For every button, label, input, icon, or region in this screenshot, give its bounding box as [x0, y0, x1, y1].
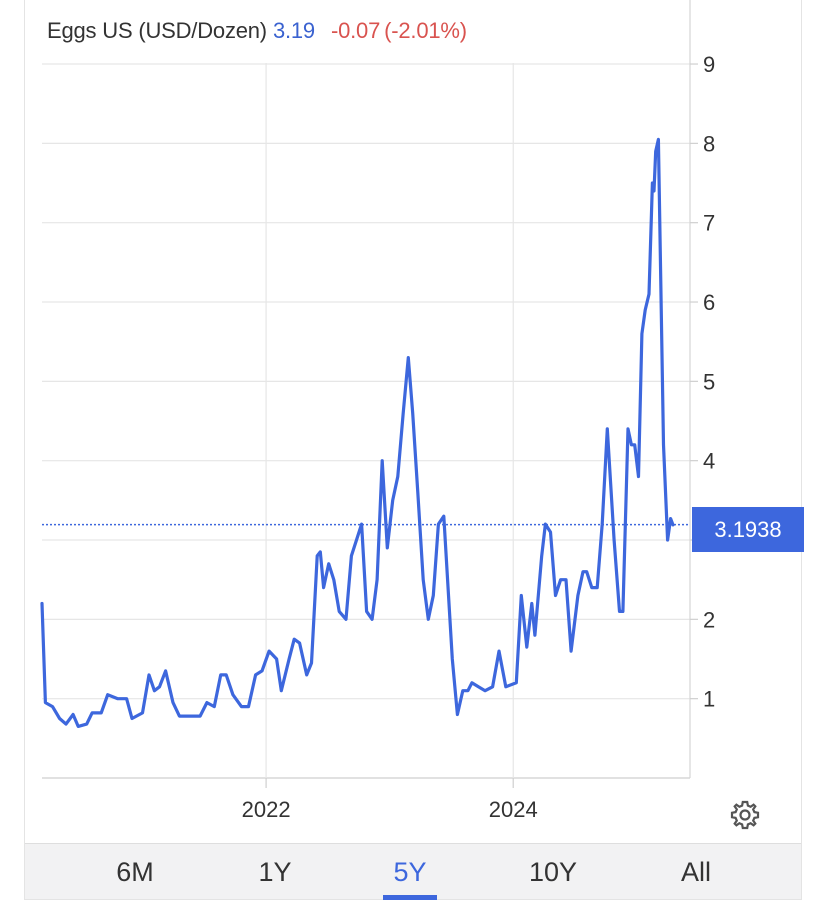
- y-tick-label: 6: [703, 290, 715, 315]
- price-change: -0.07: [330, 18, 381, 43]
- last-price: 3.19: [272, 18, 315, 43]
- eggs-price-series-line[interactable]: [40, 137, 675, 728]
- range-button-6m[interactable]: 6M: [116, 856, 154, 887]
- y-axis: 123456789: [690, 52, 715, 712]
- price-change-percent: (-2.01%): [384, 18, 467, 43]
- current-price-tag: 3.1938: [692, 507, 804, 552]
- y-tick-label: 5: [703, 369, 715, 394]
- gear-icon[interactable]: [729, 799, 761, 831]
- range-button-all[interactable]: All: [680, 856, 711, 887]
- y-tick-label: 7: [703, 211, 715, 236]
- y-tick-label: 4: [703, 449, 715, 474]
- chart-header: Eggs US (USD/Dozen) 3.19 -0.07 (-2.01%): [47, 18, 467, 44]
- series-points: [42, 139, 673, 726]
- y-tick-label: 9: [703, 52, 715, 77]
- x-tick-label: 2024: [489, 797, 538, 822]
- y-tick-label: 1: [703, 687, 715, 712]
- time-range-selector: 6M 1Y 5Y 10Y All: [25, 843, 801, 900]
- range-button-1y[interactable]: 1Y: [258, 856, 292, 887]
- y-tick-label: 2: [703, 607, 715, 632]
- y-tick-label: 8: [703, 131, 715, 156]
- instrument-name: Eggs US (USD/Dozen): [47, 18, 267, 43]
- grid-lines: [42, 0, 691, 779]
- x-tick-label: 2022: [242, 797, 291, 822]
- range-button-10y[interactable]: 10Y: [528, 856, 578, 887]
- x-axis: 2022 2024: [242, 778, 538, 822]
- range-button-5y[interactable]: 5Y: [365, 844, 455, 900]
